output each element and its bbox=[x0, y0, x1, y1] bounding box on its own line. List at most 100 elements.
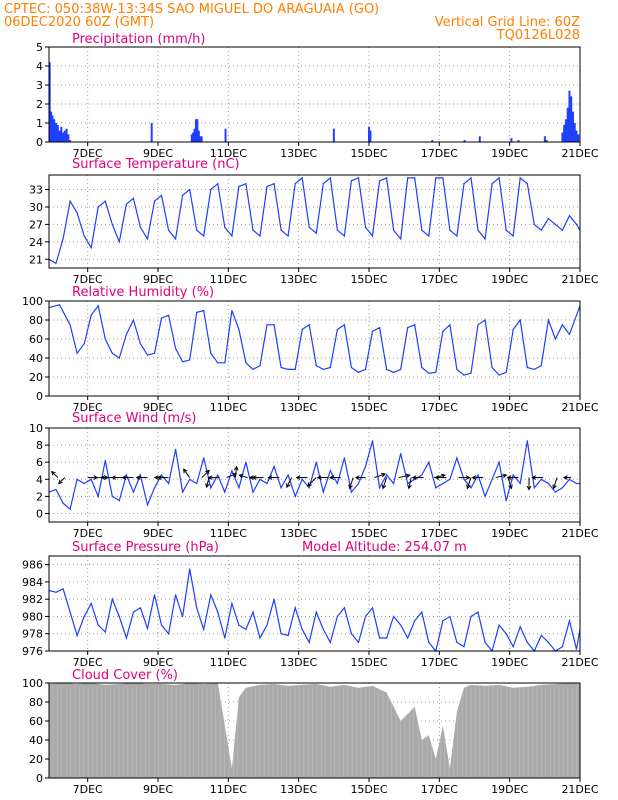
precip-bar bbox=[53, 119, 56, 142]
data-point bbox=[498, 624, 500, 626]
data-point bbox=[449, 478, 451, 480]
data-point bbox=[393, 482, 395, 485]
data-point bbox=[400, 238, 402, 240]
data-point bbox=[385, 177, 388, 179]
data-point bbox=[55, 488, 57, 491]
data-point bbox=[435, 177, 437, 179]
data-point bbox=[336, 615, 338, 618]
data-point bbox=[400, 624, 402, 626]
y-tick-label: 60 bbox=[29, 715, 43, 728]
data-point bbox=[76, 478, 78, 480]
y-tick-label: 100 bbox=[22, 677, 43, 690]
data-point bbox=[62, 238, 64, 240]
data-point bbox=[519, 626, 521, 628]
data-point bbox=[238, 328, 240, 331]
x-tick-label: 21DEC bbox=[561, 147, 598, 160]
wind-arrow-head bbox=[183, 468, 188, 474]
wind-arrow-shaft bbox=[553, 477, 558, 489]
wind-arrow-head bbox=[295, 475, 301, 480]
data-point bbox=[174, 594, 177, 596]
x-tick-label: 17DEC bbox=[421, 147, 458, 160]
x-tick-label: 21DEC bbox=[561, 783, 598, 796]
data-point bbox=[83, 235, 85, 237]
x-tick-label: 17DEC bbox=[421, 401, 458, 414]
x-tick-label: 15DEC bbox=[350, 656, 387, 669]
data-point bbox=[118, 615, 120, 618]
x-tick-label: 17DEC bbox=[421, 656, 458, 669]
data-point bbox=[245, 362, 247, 364]
data-point bbox=[238, 487, 240, 489]
y-tick-label: 30 bbox=[29, 201, 43, 214]
data-point bbox=[111, 223, 113, 226]
data-point bbox=[125, 474, 127, 476]
x-tick-label: 11DEC bbox=[210, 656, 247, 669]
data-point bbox=[189, 478, 191, 480]
data-point bbox=[336, 328, 338, 331]
data-point bbox=[118, 241, 120, 243]
data-point bbox=[484, 319, 486, 321]
data-point bbox=[470, 372, 472, 374]
data-point bbox=[477, 229, 479, 231]
x-tick-label: 9DEC bbox=[143, 147, 173, 160]
data-point bbox=[132, 197, 134, 199]
wind-arrow-head bbox=[111, 475, 116, 480]
wind-arrow-head bbox=[51, 470, 56, 476]
data-point bbox=[449, 324, 451, 326]
data-point bbox=[76, 352, 78, 354]
data-point bbox=[463, 478, 465, 480]
data-point bbox=[357, 641, 360, 643]
data-point bbox=[540, 365, 542, 367]
wind-arrow-head bbox=[405, 473, 411, 479]
precip-bar bbox=[573, 123, 576, 142]
data-point bbox=[329, 641, 331, 643]
data-point bbox=[322, 491, 324, 493]
precip-bar bbox=[51, 115, 54, 142]
x-tick-label: 21DEC bbox=[561, 527, 598, 540]
data-point bbox=[167, 314, 170, 316]
precip-bar bbox=[571, 111, 574, 142]
header-model: TQ0126L028 bbox=[496, 28, 580, 43]
temperature-panel: Surface Temperature (nC) 21 24 27 30 33 7DEC 9… bbox=[29, 157, 599, 286]
precip-bar bbox=[194, 119, 197, 142]
data-point bbox=[153, 487, 156, 489]
data-point bbox=[498, 461, 500, 463]
wind-title: Surface Wind (m/s) bbox=[72, 411, 196, 426]
data-point bbox=[160, 317, 163, 319]
data-point bbox=[231, 309, 233, 312]
data-point bbox=[266, 624, 268, 626]
y-tick-label: 33 bbox=[29, 184, 43, 197]
wind-arrow-shaft bbox=[58, 477, 66, 484]
data-point bbox=[343, 607, 345, 609]
data-point bbox=[435, 371, 437, 373]
data-point bbox=[252, 229, 254, 231]
x-tick-label: 19DEC bbox=[491, 401, 528, 414]
series-line bbox=[48, 176, 581, 265]
y-tick-label: 80 bbox=[29, 314, 43, 327]
wind-arrow-head bbox=[329, 475, 334, 480]
data-point bbox=[287, 235, 289, 237]
data-point bbox=[414, 620, 416, 622]
series-line bbox=[48, 568, 581, 653]
data-point bbox=[153, 352, 156, 354]
data-point bbox=[491, 183, 493, 185]
header-location: CPTEC: 050:38W-13:34S SAO MIGUEL DO ARAG… bbox=[4, 2, 379, 17]
x-tick-label: 9DEC bbox=[143, 273, 173, 286]
y-tick-label: 0 bbox=[36, 136, 43, 149]
wind-arrow-head bbox=[526, 485, 532, 491]
x-tick-label: 7DEC bbox=[73, 527, 103, 540]
cloud-cover-panel: Cloud Cover (%) 0 20 40 60 80 100 7DEC 9DEC 11DE… bbox=[22, 668, 599, 796]
data-point bbox=[484, 641, 486, 643]
data-point bbox=[308, 324, 310, 326]
wind-arrow-shaft bbox=[183, 468, 191, 478]
x-tick-label: 9DEC bbox=[143, 783, 173, 796]
data-point bbox=[210, 188, 212, 191]
data-point bbox=[139, 474, 142, 476]
wind-arrow-head bbox=[207, 475, 213, 480]
y-tick-label: 0 bbox=[36, 507, 43, 520]
x-tick-label: 11DEC bbox=[210, 401, 247, 414]
x-tick-label: 17DEC bbox=[421, 273, 458, 286]
wind-arrow-head bbox=[205, 469, 210, 475]
x-tick-label: 11DEC bbox=[210, 273, 247, 286]
data-point bbox=[97, 206, 99, 208]
wind-arrow-head bbox=[381, 472, 387, 478]
